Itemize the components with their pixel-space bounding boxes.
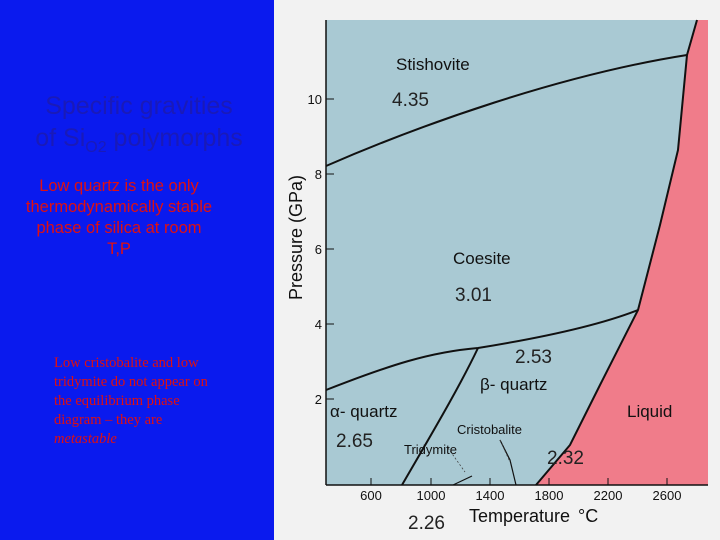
alpha-beta-quartz-boundary: [401, 347, 479, 486]
tridymite-boundary: [452, 475, 473, 486]
title-line-1: Specific gravities: [45, 92, 233, 120]
note-metastable-text: Low cristobalite and low tridymite do no…: [54, 355, 208, 428]
x-tick-label: 600: [360, 488, 382, 503]
cristobalite-leader: [499, 439, 511, 463]
x-tick-label: 1000: [417, 488, 446, 503]
x-axis-unit: °C: [578, 506, 598, 526]
y-tick-marks: [326, 98, 334, 400]
label-beta-quartz: β- quartz: [480, 375, 547, 394]
x-tick-label: 2600: [653, 488, 682, 503]
label-cristobalite: Cristobalite: [457, 422, 522, 437]
x-tick-label: 1800: [535, 488, 564, 503]
y-tick-label: 2: [315, 392, 322, 407]
title-line-2-prefix: of Si: [35, 124, 86, 152]
note-metastable-italic: metastable: [54, 431, 117, 447]
sg-coesite: 3.01: [455, 285, 492, 306]
y-tick-label: 8: [315, 167, 322, 182]
label-liquid: Liquid: [627, 402, 672, 421]
x-tick-label: 1400: [476, 488, 505, 503]
liquid-field: [536, 20, 708, 485]
sg-tridymite: 2.26: [408, 513, 445, 534]
left-panel: [0, 0, 274, 540]
label-tridymite: Tridymite: [404, 442, 457, 457]
y-axis-title: Pressure (GPa): [286, 175, 306, 300]
x-tick-marks: [370, 478, 668, 485]
label-stishovite: Stishovite: [396, 55, 470, 74]
title-subscript: O2: [85, 139, 107, 156]
melting-curve: [535, 19, 698, 486]
cristobalite-boundary: [499, 439, 517, 486]
x-tick-label: 2200: [594, 488, 623, 503]
x-axis-title: Temperature: [469, 506, 570, 526]
label-alpha-quartz: α- quartz: [330, 402, 397, 421]
title-line-2-suffix: polymorphs: [106, 124, 243, 152]
note-metastable: Low cristobalite and low tridymite do no…: [54, 354, 224, 449]
tridymite-leader: [447, 447, 466, 473]
sg-stishovite: 4.35: [392, 90, 429, 111]
slide-title: Specific gravities of SiO2 polymorphs: [10, 90, 268, 164]
sg-liquid: 2.32: [547, 448, 584, 469]
sg-alpha-quartz: 2.65: [336, 431, 373, 452]
stishovite-coesite-boundary: [325, 54, 688, 167]
y-tick-label: 6: [315, 242, 322, 257]
y-tick-label: 4: [315, 317, 322, 332]
note-low-quartz: Low quartz is the only thermodynamically…: [25, 177, 213, 258]
label-coesite: Coesite: [453, 249, 511, 268]
sg-beta-quartz: 2.53: [515, 347, 552, 368]
y-tick-label: 10: [308, 92, 322, 107]
